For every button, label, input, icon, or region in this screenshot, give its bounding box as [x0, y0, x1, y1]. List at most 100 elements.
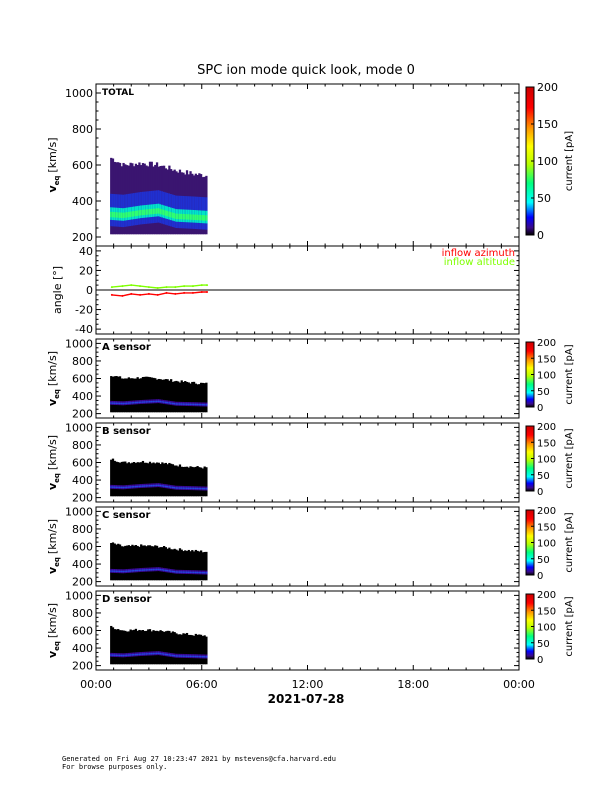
heatmap-cell — [192, 551, 196, 581]
heatmap-cell — [154, 545, 157, 581]
panel-label: C sensor — [102, 510, 150, 521]
heatmap-cell — [131, 544, 134, 581]
heatmap-cell — [140, 544, 143, 581]
heatmap-cell — [180, 466, 183, 497]
heatmap-cell — [180, 655, 183, 657]
heatmap-cell — [170, 463, 173, 497]
colorbar-tick-label: 0 — [537, 571, 543, 582]
heatmap-cell — [155, 545, 159, 581]
heatmap-cell — [136, 545, 139, 581]
heatmap-cell — [150, 208, 153, 215]
heatmap-cell — [168, 402, 171, 404]
heatmap-cell — [173, 402, 176, 405]
heatmap-cell — [177, 466, 180, 497]
heatmap-cell — [120, 630, 123, 665]
heatmap-cell — [161, 653, 164, 655]
heatmap-cell — [150, 377, 153, 413]
heatmap-cell — [152, 630, 155, 665]
heatmap-cell — [171, 654, 175, 657]
heatmap-cell — [125, 545, 129, 581]
series-point — [139, 293, 142, 296]
heatmap-cell — [122, 570, 125, 573]
heatmap-cell — [120, 378, 123, 413]
heatmap-cell — [161, 379, 164, 413]
y-tick-label: 600 — [72, 373, 93, 386]
heatmap-cell — [122, 402, 125, 405]
heatmap-cell — [184, 571, 187, 573]
heatmap-cell — [118, 486, 122, 489]
heatmap-cell — [164, 547, 167, 581]
y-tick-label: 800 — [72, 439, 93, 452]
y-label-v: v — [46, 566, 59, 574]
heatmap-cell — [133, 654, 136, 656]
heatmap-cell — [198, 467, 201, 497]
y-label-unit: [km/s] — [46, 519, 59, 554]
heatmap-cell — [166, 210, 169, 217]
heatmap-cell — [124, 570, 127, 573]
heatmap-cell — [191, 635, 194, 665]
heatmap-cell — [199, 382, 203, 413]
heatmap-cell — [133, 378, 136, 413]
y-tick-label: 200 — [72, 660, 93, 673]
heatmap-cell — [187, 214, 190, 220]
heatmap-cell — [155, 630, 159, 665]
heatmap-cell — [124, 630, 127, 665]
heatmap-cell — [141, 401, 145, 403]
heatmap-cell — [194, 214, 197, 221]
heatmap-cell — [159, 464, 162, 497]
heatmap-cell — [129, 654, 132, 656]
heatmap-cell — [157, 484, 160, 487]
colorbar-tick-label: 200 — [537, 422, 556, 433]
colorbar-tick-label: 0 — [537, 403, 543, 414]
heatmap-cell — [140, 210, 143, 216]
heatmap-cell — [205, 382, 208, 413]
heatmap-cell — [196, 634, 199, 665]
heatmap-cell — [192, 635, 196, 665]
heatmap-cell — [138, 485, 141, 488]
heatmap-cell — [168, 630, 171, 665]
heatmap-cell — [192, 655, 196, 658]
heatmap-cell — [147, 569, 150, 571]
heatmap-cell — [145, 462, 148, 497]
heatmap-cell — [138, 629, 141, 665]
heatmap-cell — [182, 655, 185, 657]
heatmap-cell — [125, 654, 129, 656]
series-point — [121, 285, 124, 288]
panel-angle: -40 -20 0 20 40 angle [°] inflow azimuthinflow… — [51, 245, 520, 336]
heatmap-cell — [155, 652, 159, 655]
heatmap-cell — [150, 400, 153, 403]
heatmap-cell — [198, 384, 201, 413]
heatmap-cell — [145, 546, 148, 581]
heatmap-cell — [129, 629, 132, 665]
heatmap-cell — [173, 486, 176, 489]
heatmap-cell — [154, 484, 157, 487]
heatmap-cell — [118, 212, 122, 218]
y-label-sub: eq — [53, 641, 61, 651]
heatmap-cell — [180, 403, 183, 405]
heatmap-cell — [120, 486, 123, 489]
heatmap-cell — [180, 634, 183, 665]
heatmap-cell — [143, 653, 146, 655]
heatmap-cell — [118, 402, 122, 405]
heatmap-cell — [203, 404, 206, 406]
heatmap-cell — [127, 631, 130, 665]
y-tick-label: 600 — [72, 541, 93, 554]
heatmap-cell — [173, 632, 176, 665]
heatmap-cell — [173, 570, 176, 573]
heatmap-cell — [134, 485, 138, 488]
heatmap-cell — [111, 627, 115, 665]
heatmap-cell — [115, 570, 118, 572]
heatmap-cell — [177, 571, 180, 573]
heatmap-cell — [131, 570, 134, 572]
heatmap-cell — [182, 381, 185, 413]
heatmap-cell — [134, 401, 138, 404]
heatmap-cell — [122, 486, 125, 489]
heatmap-cell — [170, 632, 173, 665]
heatmap-cell — [125, 378, 129, 413]
heatmap-cell — [147, 401, 150, 403]
heatmap-cell — [205, 656, 208, 658]
heatmap-cell — [189, 487, 192, 490]
heatmap-cell — [134, 463, 138, 497]
heatmap-cell — [201, 215, 205, 221]
heatmap-cell — [205, 404, 208, 406]
